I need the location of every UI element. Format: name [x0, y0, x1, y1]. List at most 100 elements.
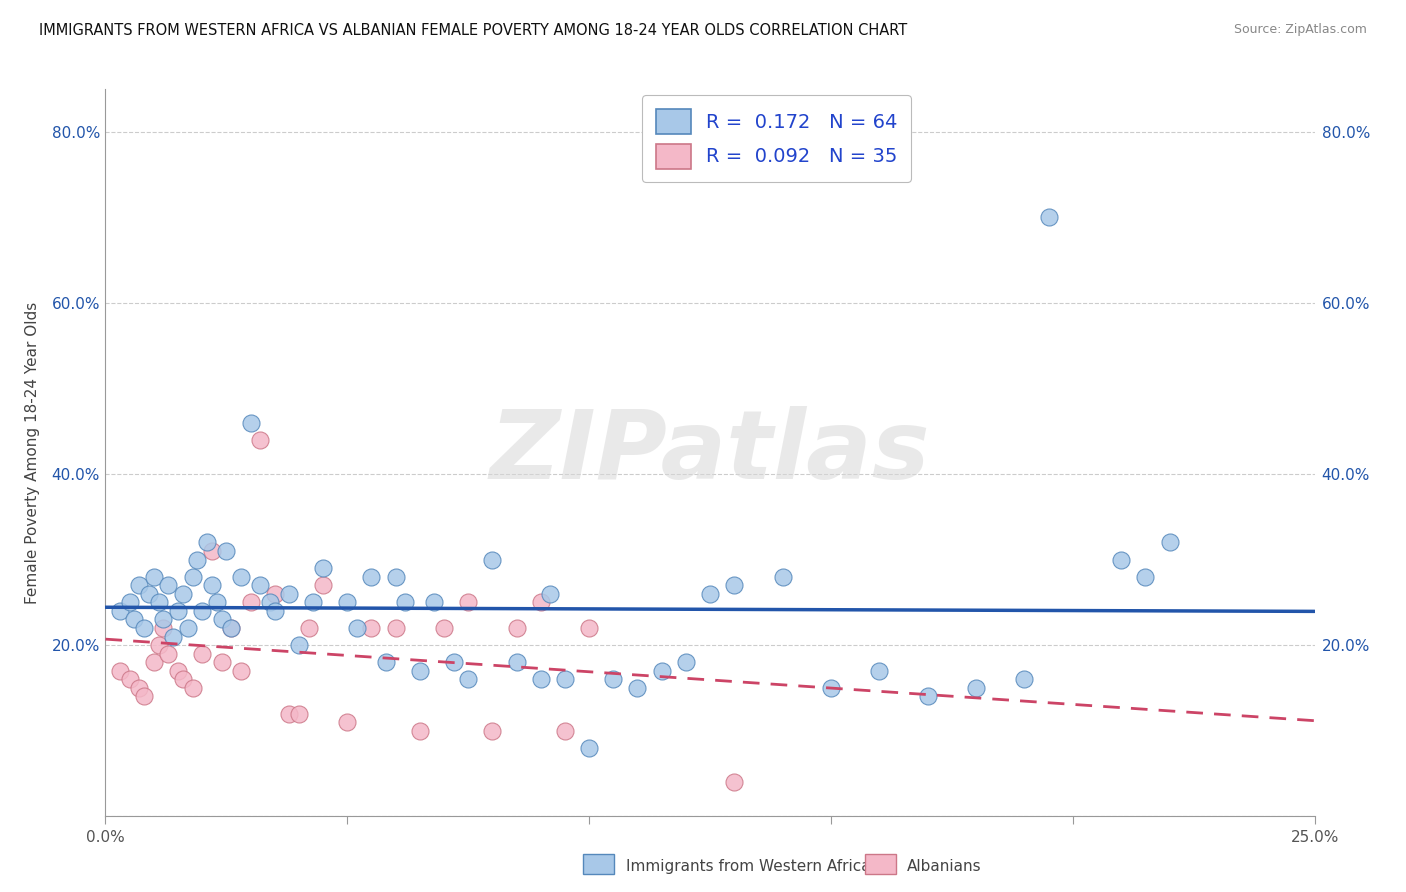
Point [312, 578, 335, 592]
Point [1109, 552, 1132, 566]
Point [302, 595, 325, 609]
Point [312, 561, 335, 575]
Point [675, 655, 697, 669]
Point [167, 604, 190, 618]
Point [172, 587, 194, 601]
Point [142, 655, 165, 669]
Point [278, 587, 301, 601]
Point [409, 664, 432, 678]
Point [1014, 673, 1036, 687]
Point [229, 570, 252, 584]
Point [820, 681, 842, 695]
Point [142, 570, 165, 584]
Text: ZIPatlas: ZIPatlas [489, 406, 931, 500]
Point [360, 570, 382, 584]
Point [108, 604, 131, 618]
Text: Source: ZipAtlas.com: Source: ZipAtlas.com [1233, 23, 1367, 37]
Point [384, 621, 406, 635]
Point [191, 647, 214, 661]
Point [554, 673, 576, 687]
Point [578, 740, 600, 755]
Point [201, 544, 224, 558]
Point [360, 621, 382, 635]
Point [336, 595, 359, 609]
Point [1038, 211, 1060, 225]
Point [278, 706, 301, 721]
Point [384, 570, 406, 584]
Point [205, 595, 228, 609]
Point [297, 621, 319, 635]
Legend: R =  0.172   N = 64, R =  0.092   N = 35: R = 0.172 N = 64, R = 0.092 N = 35 [643, 95, 911, 182]
Point [457, 595, 479, 609]
Point [263, 604, 285, 618]
Point [288, 706, 311, 721]
Point [394, 595, 416, 609]
Point [263, 587, 285, 601]
Text: IMMIGRANTS FROM WESTERN AFRICA VS ALBANIAN FEMALE POVERTY AMONG 18-24 YEAR OLDS : IMMIGRANTS FROM WESTERN AFRICA VS ALBANI… [39, 23, 908, 38]
Text: Albanians: Albanians [907, 859, 981, 873]
Point [481, 552, 503, 566]
Point [162, 630, 184, 644]
Point [375, 655, 398, 669]
Point [191, 604, 214, 618]
Point [195, 535, 218, 549]
Point [443, 655, 465, 669]
Point [118, 673, 141, 687]
Point [554, 723, 576, 738]
Point [167, 664, 190, 678]
Point [602, 673, 624, 687]
Point [578, 621, 600, 635]
Point [530, 673, 553, 687]
Point [211, 612, 233, 626]
Point [259, 595, 281, 609]
Point [538, 587, 561, 601]
Point [651, 664, 673, 678]
Point [239, 416, 262, 430]
Point [699, 587, 721, 601]
Point [723, 775, 745, 789]
Point [965, 681, 987, 695]
Y-axis label: Female Poverty Among 18-24 Year Olds: Female Poverty Among 18-24 Year Olds [25, 301, 41, 604]
Point [423, 595, 446, 609]
Point [211, 655, 233, 669]
Point [152, 612, 174, 626]
Point [505, 655, 527, 669]
Point [138, 587, 160, 601]
Point [249, 578, 271, 592]
Point [457, 673, 479, 687]
Point [152, 621, 174, 635]
Text: Immigrants from Western Africa: Immigrants from Western Africa [626, 859, 870, 873]
Point [505, 621, 527, 635]
Point [134, 690, 156, 704]
Point [433, 621, 456, 635]
Point [128, 578, 150, 592]
Point [481, 723, 503, 738]
Point [772, 570, 794, 584]
Point [336, 715, 359, 730]
Point [288, 638, 311, 652]
Point [176, 621, 198, 635]
Point [157, 578, 180, 592]
Point [868, 664, 890, 678]
Point [409, 723, 432, 738]
Point [148, 595, 170, 609]
Point [249, 433, 271, 447]
Point [917, 690, 939, 704]
Point [723, 578, 745, 592]
Point [626, 681, 648, 695]
Point [157, 647, 180, 661]
Point [186, 552, 208, 566]
Point [181, 681, 204, 695]
Point [134, 621, 156, 635]
Point [172, 673, 194, 687]
Point [1159, 535, 1181, 549]
Point [530, 595, 553, 609]
Point [181, 570, 204, 584]
Point [219, 621, 242, 635]
Point [148, 638, 170, 652]
Point [108, 664, 131, 678]
Point [128, 681, 150, 695]
Point [1135, 570, 1157, 584]
Point [229, 664, 252, 678]
Point [346, 621, 368, 635]
